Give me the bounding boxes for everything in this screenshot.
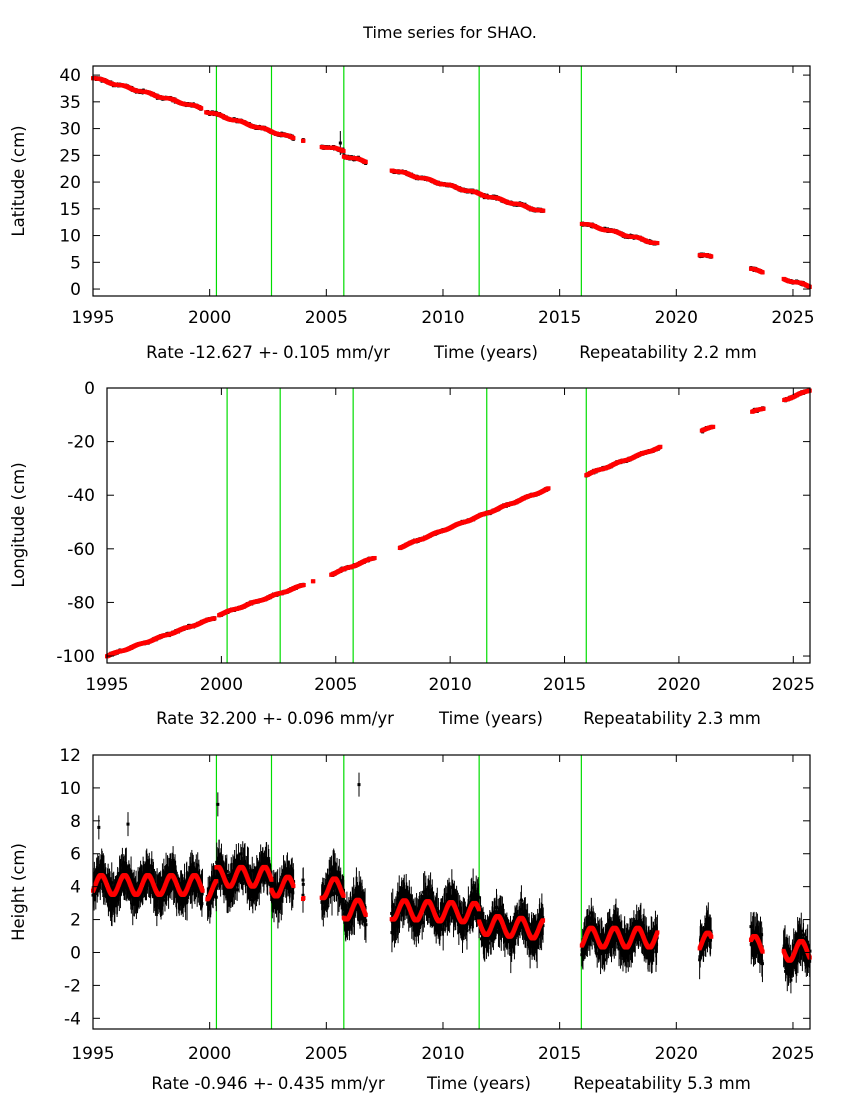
- y-tick-label: 35: [59, 93, 81, 113]
- fit-point: [199, 106, 204, 111]
- fit-point: [341, 149, 346, 154]
- latitude-panel: Latitude (cm) Rate -12.627 +- 0.105 mm/y…: [9, 65, 815, 362]
- x-axis-label: Time (years): [438, 709, 543, 728]
- fit-point: [541, 208, 546, 213]
- repeatability-label: Repeatability 2.2 mm: [579, 343, 757, 362]
- x-tick-label: 2010: [421, 308, 464, 328]
- x-tick-label: 2020: [655, 308, 698, 328]
- y-tick-label: 30: [59, 120, 81, 140]
- y-tick-label: 25: [59, 146, 81, 166]
- x-tick-label: 2015: [538, 308, 581, 328]
- y-tick-label: 15: [59, 200, 81, 220]
- fit-point: [291, 136, 296, 141]
- y-tick-label: 5: [70, 253, 81, 273]
- rate-label: Rate 32.200 +- 0.096 mm/yr: [156, 709, 394, 728]
- y-tick-label: 0: [70, 280, 81, 300]
- figure-title: Time series for SHAO.: [362, 23, 537, 42]
- plot-frame: [92, 65, 811, 297]
- fit-point: [363, 160, 368, 165]
- y-tick-label: 10: [59, 227, 81, 247]
- x-tick-label: 2005: [305, 308, 348, 328]
- y-tick-label: 20: [59, 173, 81, 193]
- y-axis-label: Longitude (cm): [9, 462, 28, 587]
- fit-points: [91, 76, 812, 289]
- fit-point: [760, 270, 765, 275]
- fit-point: [709, 254, 714, 259]
- fit-point: [655, 241, 660, 246]
- x-axis-label: Time (years): [433, 343, 538, 362]
- fit-point: [301, 138, 306, 143]
- outlier-point: [338, 141, 342, 145]
- x-tick-label: 2000: [188, 308, 231, 328]
- x-tick-label: 2025: [771, 308, 814, 328]
- y-axis-label: Latitude (cm): [9, 125, 28, 236]
- repeatability-label: Repeatability 2.3 mm: [583, 709, 761, 728]
- x-tick-label: 1995: [71, 308, 114, 328]
- y-tick-label: 40: [59, 66, 81, 86]
- longitude-panel: Longitude (cm) Rate 32.200 +- 0.096 mm/y…: [9, 379, 815, 728]
- rate-label: Rate -12.627 +- 0.105 mm/yr: [146, 343, 390, 362]
